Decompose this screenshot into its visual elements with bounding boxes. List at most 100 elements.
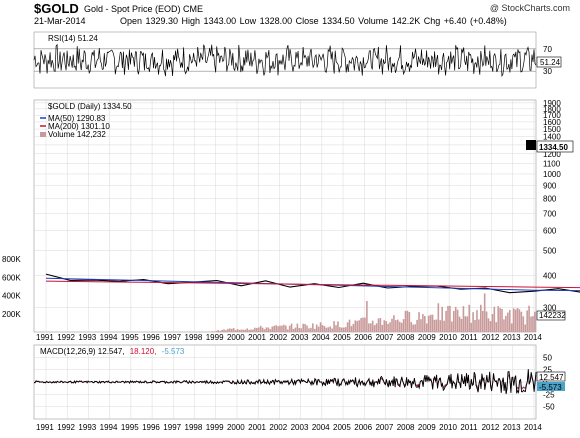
volume-bar bbox=[217, 330, 220, 332]
volume-bar bbox=[431, 314, 434, 332]
price-last-value: 1334.50 bbox=[539, 143, 568, 152]
year-label: 2002 bbox=[269, 333, 287, 342]
volume-bar bbox=[279, 325, 281, 332]
volume-bar bbox=[342, 327, 345, 332]
volume-bar bbox=[418, 312, 420, 332]
volume-bar bbox=[391, 318, 393, 332]
macd-main-line bbox=[33, 369, 537, 395]
price-tick-label: 500 bbox=[543, 247, 557, 256]
volume-last-value: 142232 bbox=[539, 311, 566, 320]
volume-bar bbox=[512, 308, 515, 332]
volume-bar bbox=[221, 329, 223, 332]
volume-bar bbox=[323, 326, 326, 332]
volume-bar bbox=[281, 325, 283, 332]
volume-bar bbox=[427, 315, 430, 332]
volume-bar bbox=[368, 323, 370, 332]
price-panel: 1900180017001600150014001300120011001000… bbox=[2, 99, 580, 333]
volume-bar bbox=[441, 306, 443, 332]
volume-bar bbox=[383, 320, 386, 332]
volume-bar bbox=[532, 316, 534, 332]
volume-bar bbox=[244, 329, 247, 332]
price-grid bbox=[34, 100, 536, 332]
volume-bar bbox=[377, 318, 380, 332]
volume-bar bbox=[275, 325, 277, 332]
volume-bar bbox=[360, 318, 362, 332]
volume-bar bbox=[487, 318, 490, 332]
volume-bar bbox=[236, 329, 239, 332]
volume-bars bbox=[209, 293, 536, 332]
volume-bar bbox=[518, 309, 521, 332]
year-label: 1995 bbox=[121, 333, 139, 342]
volume-bar bbox=[215, 331, 218, 332]
volume-bar bbox=[530, 316, 532, 332]
volume-bar bbox=[435, 319, 438, 332]
macd-tick-label: 50 bbox=[543, 353, 552, 362]
volume-bar bbox=[313, 328, 316, 332]
macd-tick-label: 25 bbox=[543, 366, 552, 375]
year-label: 1994 bbox=[100, 423, 118, 432]
volume-bar bbox=[478, 319, 480, 332]
volume-bar bbox=[454, 306, 457, 332]
year-label: 2004 bbox=[312, 423, 330, 432]
year-label: 2011 bbox=[460, 333, 478, 342]
volume-bar bbox=[325, 327, 328, 332]
volume-bar bbox=[259, 325, 262, 332]
watermark: @ StockCharts.com bbox=[489, 3, 570, 13]
volume-bar bbox=[393, 315, 395, 332]
year-label: 2005 bbox=[333, 423, 351, 432]
volume-bar bbox=[254, 327, 256, 332]
price-tick-label: 1000 bbox=[543, 170, 561, 179]
macd-lines bbox=[33, 369, 537, 395]
volume-bar bbox=[528, 305, 530, 332]
volume-bar bbox=[263, 329, 266, 332]
price-tick-label: 800 bbox=[543, 195, 557, 204]
volume-bar bbox=[489, 321, 492, 332]
year-label: 1997 bbox=[163, 423, 181, 432]
volume-bar bbox=[462, 306, 465, 332]
volume-bar bbox=[468, 304, 471, 332]
volume-bar bbox=[522, 316, 525, 332]
volume-bar bbox=[534, 311, 536, 332]
year-label: 2007 bbox=[375, 333, 393, 342]
volume-bar bbox=[505, 315, 507, 332]
volume-bar bbox=[466, 316, 469, 332]
volume-bar bbox=[306, 325, 308, 332]
volume-bar bbox=[340, 327, 343, 332]
volume-bar bbox=[302, 323, 304, 332]
price-ticks: 1900180017001600150014001300120011001000… bbox=[543, 99, 561, 312]
year-label: 1999 bbox=[206, 423, 224, 432]
volume-bar bbox=[298, 327, 301, 332]
year-label: 2003 bbox=[291, 423, 309, 432]
ma50-legend-label: MA(50) 1290.83 bbox=[48, 114, 106, 123]
volume-bar bbox=[277, 326, 279, 332]
volume-bar bbox=[267, 327, 270, 332]
volume-bar bbox=[348, 319, 351, 332]
volume-bar bbox=[495, 322, 498, 332]
macd-label-main: MACD(12,26,9) 12.547, bbox=[40, 347, 125, 356]
volume-bar bbox=[271, 326, 274, 332]
volume-bar bbox=[317, 326, 320, 332]
volume-bar bbox=[443, 320, 445, 332]
volume-bar bbox=[308, 328, 310, 332]
volume-bar bbox=[447, 305, 449, 332]
volume-bar bbox=[333, 321, 335, 332]
volume-bar bbox=[252, 329, 254, 332]
volume-bar bbox=[420, 319, 422, 332]
volume-bar bbox=[290, 323, 293, 332]
volume-bar bbox=[310, 327, 312, 332]
volume-bar bbox=[385, 321, 387, 332]
volume-bar bbox=[437, 303, 440, 332]
volume-bar bbox=[503, 319, 505, 332]
volume-ticks: 800K 600K 400K 200K bbox=[2, 255, 21, 319]
price-tick-label: 900 bbox=[543, 182, 557, 191]
year-label: 2009 bbox=[418, 423, 436, 432]
price-tick-label: 1900 bbox=[543, 99, 561, 108]
volume-bar bbox=[366, 300, 368, 332]
year-label: 1992 bbox=[57, 333, 75, 342]
price-last-marker bbox=[526, 140, 536, 150]
year-label: 2004 bbox=[312, 333, 330, 342]
volume-bar bbox=[412, 324, 415, 332]
year-label: 2001 bbox=[248, 333, 266, 342]
price-tick-label: 700 bbox=[543, 209, 557, 218]
macd-tick-label: -50 bbox=[543, 403, 555, 412]
